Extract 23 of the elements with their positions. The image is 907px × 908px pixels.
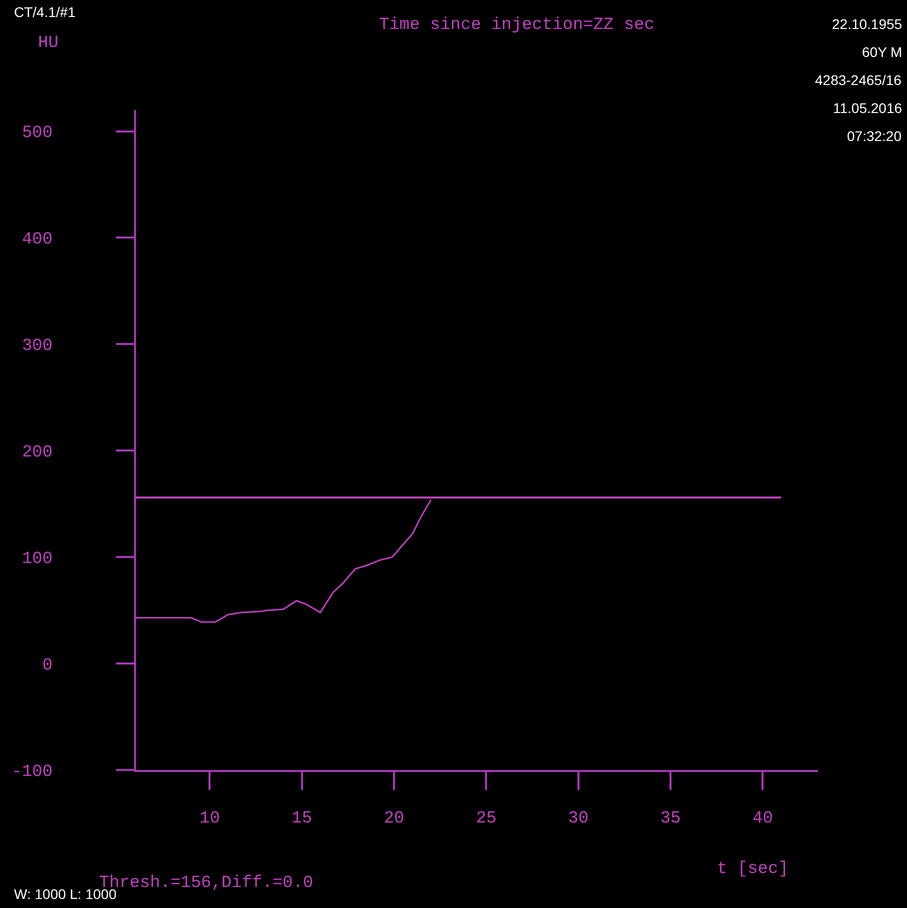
x-tick-label: 15 xyxy=(292,809,312,828)
x-tick-label: 25 xyxy=(476,809,496,828)
text: 07:32:20 xyxy=(847,128,902,144)
text: 60Y M xyxy=(862,44,902,60)
x-tick-label: 40 xyxy=(752,809,773,828)
y-tick-label: 100 xyxy=(22,550,53,570)
y-tick-label: 500 xyxy=(22,124,53,144)
y-tick-label: 300 xyxy=(22,337,53,356)
y-tick-label: 0 xyxy=(42,656,53,676)
x-tick-label: 35 xyxy=(660,809,681,828)
y-tick-label: 200 xyxy=(22,444,53,463)
y-tick-label: 400 xyxy=(22,230,53,250)
chart-title: Time since injection=ZZ sec xyxy=(379,16,654,35)
x-axis-title: t [sec] xyxy=(717,860,788,879)
text: 11.05.2016 xyxy=(833,100,902,116)
text: 22.10.1955 xyxy=(832,16,902,32)
y-tick-label: -100 xyxy=(12,762,53,782)
x-tick-label: 20 xyxy=(384,809,404,828)
x-tick-label: 10 xyxy=(200,809,220,828)
text: CT/4.1/#1 xyxy=(14,4,76,20)
x-tick-label: 30 xyxy=(568,809,589,828)
y-axis-title: HU xyxy=(38,34,58,53)
text: 4283-2465/16 xyxy=(815,72,902,88)
